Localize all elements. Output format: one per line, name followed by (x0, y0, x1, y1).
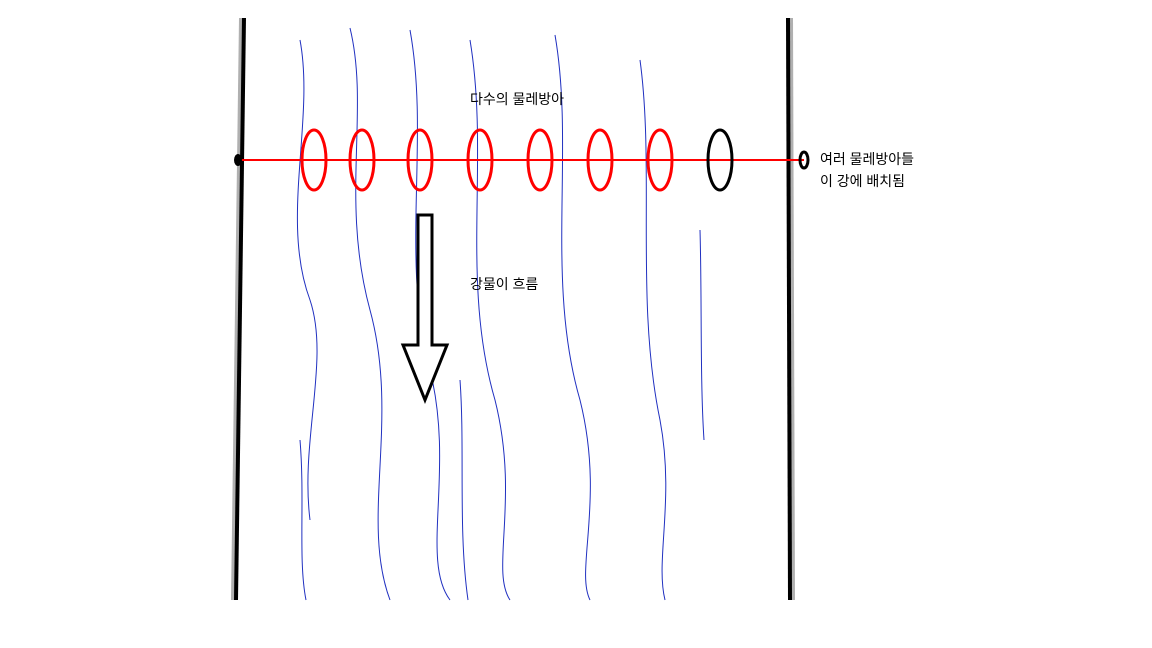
flow-line (555, 35, 590, 600)
flow-line (350, 28, 390, 600)
label-side2: 이 강에 배치됨 (820, 172, 905, 192)
label-side1: 여러 물레방아들 (820, 150, 914, 170)
diagram-canvas (0, 0, 1152, 648)
flow-line (700, 230, 704, 440)
flow-line (640, 60, 666, 600)
axle-end-left (234, 154, 242, 166)
flow-arrow (403, 215, 447, 400)
label-top: 다수의 물레방아 (470, 90, 564, 110)
flow-line (470, 40, 510, 600)
right-bank (788, 18, 790, 600)
flow-line (300, 440, 306, 600)
flow-line (460, 380, 468, 600)
label-flow: 강물이 흐름 (470, 275, 538, 295)
